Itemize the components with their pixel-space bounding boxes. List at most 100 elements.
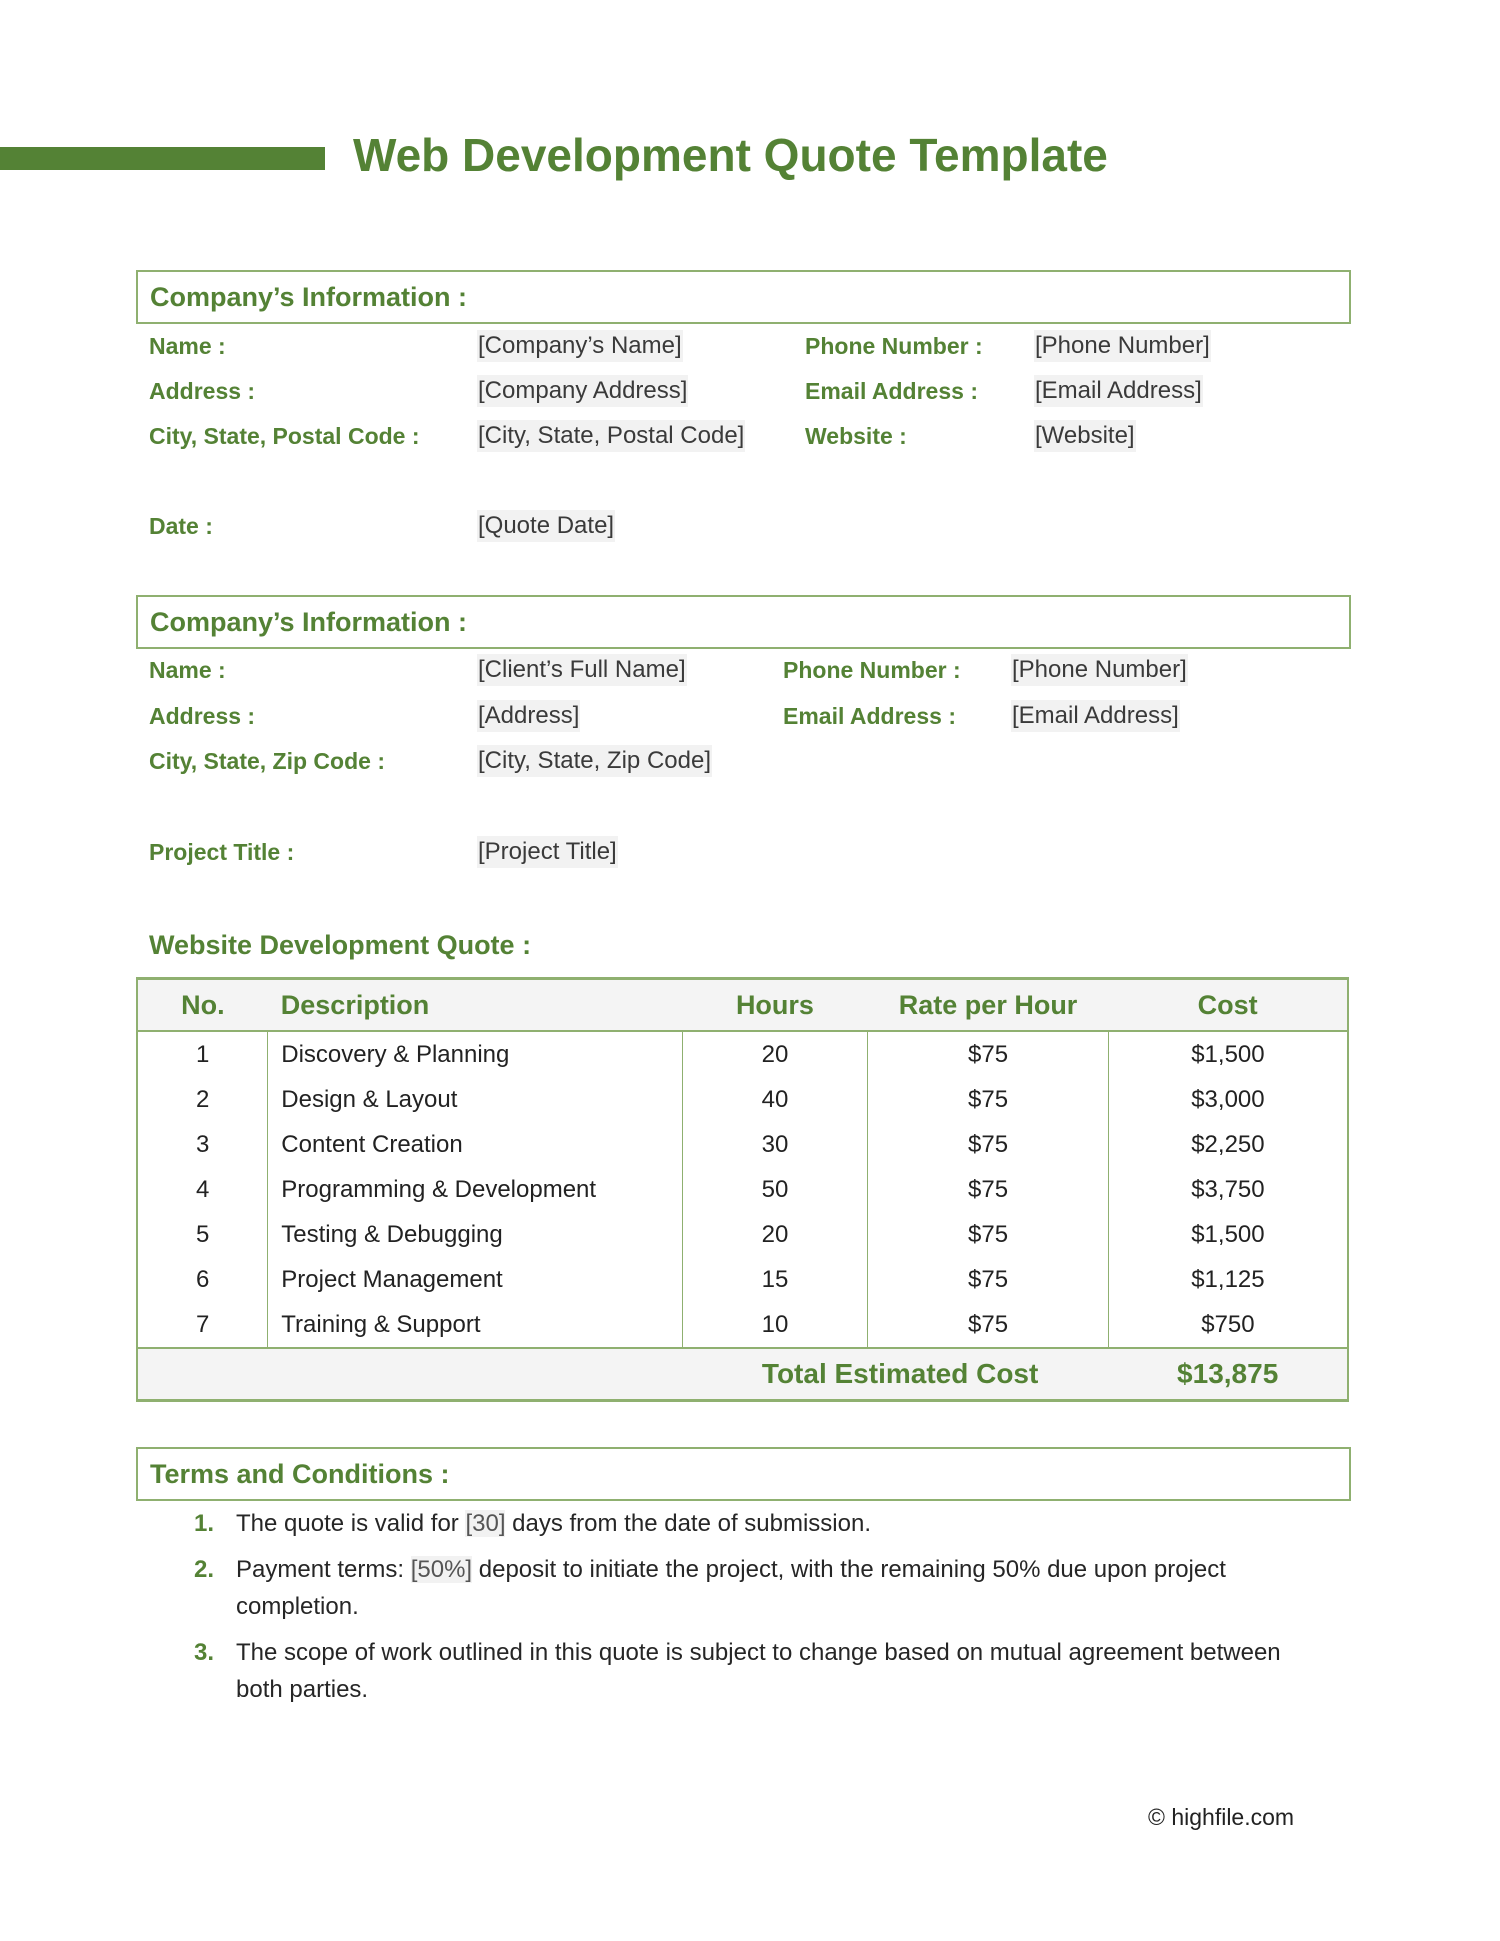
company-name-value[interactable]: [Company’s Name]	[477, 330, 683, 362]
client-name-label: Name :	[149, 657, 226, 683]
client-city-value[interactable]: [City, State, Zip Code]	[477, 745, 712, 777]
company-city-value[interactable]: [City, State, Postal Code]	[477, 420, 746, 452]
cell-cost: $3,750	[1107, 1167, 1348, 1212]
page-title: Web Development Quote Template	[353, 129, 1108, 181]
term-placeholder[interactable]: [30]	[465, 1510, 506, 1537]
cell-cost: $1,500	[1107, 1212, 1348, 1257]
term-item: 1. The quote is valid for [30] days from …	[194, 1505, 1314, 1542]
cell-cost: $2,250	[1107, 1122, 1348, 1167]
company-address-value[interactable]: [Company Address]	[477, 375, 689, 407]
company-name-label: Name :	[149, 333, 226, 359]
cell-rate: $75	[867, 1167, 1109, 1212]
client-email-value[interactable]: [Email Address]	[1011, 700, 1180, 732]
table-row: 4 Programming & Development 50 $75 $3,750	[137, 1167, 1348, 1212]
table-row: 7 Training & Support 10 $75 $750	[137, 1302, 1348, 1348]
cell-rate: $75	[867, 1077, 1109, 1122]
cell-description: Design & Layout	[267, 1077, 683, 1122]
term-number: 2.	[194, 1556, 215, 1583]
cell-no: 3	[195, 1130, 210, 1158]
cell-no: 6	[195, 1265, 210, 1293]
client-address-label: Address :	[149, 703, 256, 729]
cell-cost: $1,500	[1107, 1031, 1348, 1077]
project-title-value[interactable]: [Project Title]	[477, 836, 618, 868]
term-text: days from the date of submission.	[505, 1510, 871, 1537]
footer-copyright: © highfile.com	[1148, 1804, 1295, 1830]
client-phone-label: Phone Number :	[783, 657, 961, 683]
table-header-row: No. Description Hours Rate per Hour Cost	[137, 977, 1348, 1032]
company-city-label: City, State, Postal Code :	[149, 423, 420, 449]
date-value[interactable]: [Quote Date]	[477, 510, 616, 542]
cell-no: 7	[195, 1310, 210, 1338]
term-item: 2. Payment terms: [50%] deposit to initia…	[194, 1551, 1314, 1625]
date-label: Date :	[149, 513, 213, 539]
client-info-header: Company’s Information :	[136, 595, 1351, 649]
cell-hours: 20	[681, 1031, 868, 1077]
client-name-value[interactable]: [Client’s Full Name]	[477, 654, 687, 686]
cell-rate: $75	[867, 1122, 1109, 1167]
cell-description: Testing & Debugging	[267, 1212, 683, 1257]
table-row: 6 Project Management 15 $75 $1,125	[137, 1257, 1348, 1302]
total-row: Total Estimated Cost $13,875	[137, 1347, 1348, 1402]
terms-header: Terms and Conditions :	[136, 1447, 1351, 1501]
client-email-label: Email Address :	[783, 703, 956, 729]
cell-description: Training & Support	[267, 1302, 683, 1348]
cell-no: 4	[195, 1175, 210, 1203]
column-header-hours: Hours	[682, 977, 868, 1032]
title-accent-bar	[0, 147, 325, 170]
cell-rate: $75	[867, 1212, 1109, 1257]
client-address-value[interactable]: [Address]	[477, 700, 581, 732]
cell-description: Project Management	[267, 1257, 683, 1302]
cell-cost: $750	[1107, 1302, 1348, 1348]
cell-rate: $75	[867, 1302, 1109, 1348]
company-website-label: Website :	[805, 423, 907, 449]
client-info-heading: Company’s Information :	[150, 607, 468, 637]
cell-description: Discovery & Planning	[267, 1031, 683, 1077]
term-item: 3. The scope of work outlined in this quo…	[194, 1634, 1314, 1708]
term-text: deposit to initiate the project, with th…	[236, 1556, 1226, 1620]
client-city-label: City, State, Zip Code :	[149, 748, 385, 774]
table-row: 5 Testing & Debugging 20 $75 $1,500	[137, 1212, 1348, 1257]
column-header-description: Description	[267, 977, 683, 1032]
project-title-label: Project Title :	[149, 839, 295, 865]
cell-hours: 30	[681, 1122, 868, 1167]
term-number: 1.	[194, 1510, 215, 1537]
cell-description: Programming & Development	[267, 1167, 683, 1212]
client-phone-value[interactable]: [Phone Number]	[1011, 654, 1188, 686]
cell-hours: 40	[681, 1077, 868, 1122]
table-row: 2 Design & Layout 40 $75 $3,000	[137, 1077, 1348, 1122]
company-address-label: Address :	[149, 378, 256, 404]
cell-hours: 20	[681, 1212, 868, 1257]
cell-hours: 50	[681, 1167, 868, 1212]
term-placeholder[interactable]: [50%]	[410, 1556, 473, 1583]
company-info-heading: Company’s Information :	[150, 282, 468, 312]
cell-no: 5	[195, 1220, 210, 1248]
cell-description: Content Creation	[267, 1122, 683, 1167]
company-website-value[interactable]: [Website]	[1034, 420, 1136, 452]
term-text: Payment terms:	[236, 1556, 411, 1583]
table-row: 1 Discovery & Planning 20 $75 $1,500	[137, 1031, 1348, 1077]
cell-hours: 15	[681, 1257, 868, 1302]
cell-cost: $1,125	[1107, 1257, 1348, 1302]
company-phone-value[interactable]: [Phone Number]	[1034, 330, 1211, 362]
quote-heading: Website Development Quote :	[149, 930, 532, 960]
cell-rate: $75	[867, 1257, 1109, 1302]
term-text: The quote is valid for	[236, 1510, 466, 1537]
column-header-cost: Cost	[1108, 977, 1348, 1032]
cell-rate: $75	[867, 1031, 1109, 1077]
cell-cost: $3,000	[1107, 1077, 1348, 1122]
table-row: 3 Content Creation 30 $75 $2,250	[137, 1122, 1348, 1167]
cell-no: 1	[195, 1040, 210, 1068]
column-header-rate: Rate per Hour	[867, 977, 1109, 1032]
cell-hours: 10	[681, 1302, 868, 1348]
term-number: 3.	[194, 1639, 215, 1666]
company-email-label: Email Address :	[805, 378, 978, 404]
terms-list: 1. The quote is valid for [30] days from …	[194, 1505, 1314, 1717]
terms-heading: Terms and Conditions :	[150, 1459, 450, 1489]
company-email-value[interactable]: [Email Address]	[1034, 375, 1203, 407]
term-text: The scope of work outlined in this quote…	[236, 1639, 1281, 1703]
cell-no: 2	[195, 1085, 210, 1113]
total-label: Total Estimated Cost	[137, 1347, 1109, 1402]
company-info-header: Company’s Information :	[136, 270, 1351, 324]
company-phone-label: Phone Number :	[805, 333, 983, 359]
quote-table: No. Description Hours Rate per Hour Cost…	[136, 977, 1349, 1402]
